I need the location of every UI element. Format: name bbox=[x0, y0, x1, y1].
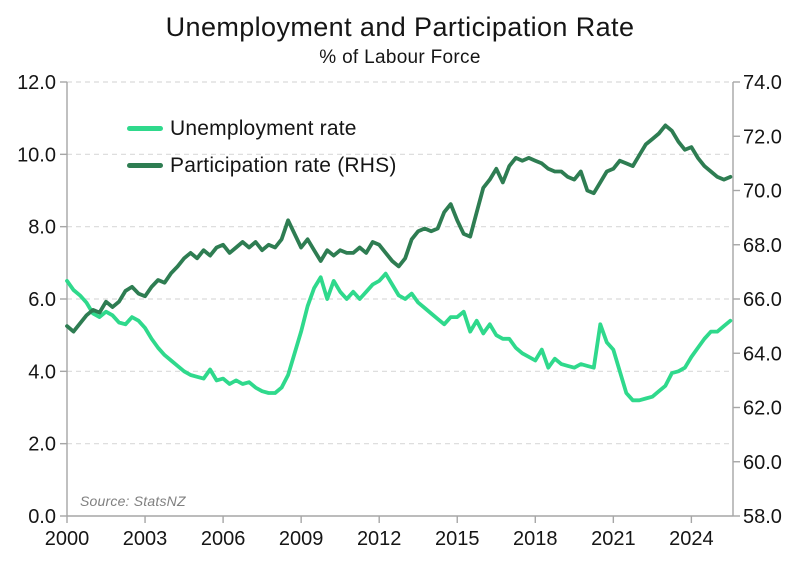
right-axis-label: 58.0 bbox=[743, 506, 782, 528]
left-axis-label: 6.0 bbox=[28, 289, 56, 311]
legend-label-participation: Participation rate (RHS) bbox=[170, 153, 397, 177]
x-axis-label: 2012 bbox=[357, 528, 402, 550]
x-axis-label: 2006 bbox=[201, 528, 246, 550]
source-note: Source: StatsNZ bbox=[80, 493, 186, 509]
x-axis-label: 2000 bbox=[45, 528, 90, 550]
legend-label-unemployment: Unemployment rate bbox=[170, 116, 357, 140]
right-axis-label: 64.0 bbox=[743, 343, 782, 365]
legend-swatch-unemployment-line bbox=[127, 126, 163, 131]
legend-item-unemployment: Unemployment rate bbox=[127, 115, 397, 142]
legend: Unemployment rate Participation rate (RH… bbox=[127, 115, 397, 179]
right-axis-label: 68.0 bbox=[743, 235, 782, 257]
left-axis-label: 10.0 bbox=[17, 144, 56, 166]
series-line-participation-rate-rhs bbox=[65, 123, 733, 334]
chart-title: Unemployment and Participation Rate bbox=[165, 12, 635, 42]
x-axis-label: 2015 bbox=[435, 528, 480, 550]
x-axis-label: 2003 bbox=[123, 528, 168, 550]
right-axis-label: 62.0 bbox=[743, 398, 782, 420]
x-axis-label: 2024 bbox=[669, 528, 714, 550]
right-axis-label: 66.0 bbox=[743, 289, 782, 311]
x-axis-label: 2009 bbox=[279, 528, 324, 550]
left-axis-label: 4.0 bbox=[28, 361, 56, 383]
x-axis-label: 2018 bbox=[513, 528, 558, 550]
chart-subtitle: % of Labour Force bbox=[319, 47, 481, 68]
left-axis-label: 2.0 bbox=[28, 434, 56, 456]
left-axis-label: 8.0 bbox=[28, 217, 56, 239]
legend-swatch-participation-line bbox=[127, 163, 163, 168]
right-axis-label: 60.0 bbox=[743, 452, 782, 474]
right-axis-label: 70.0 bbox=[743, 181, 782, 203]
right-axis-label: 74.0 bbox=[743, 72, 782, 94]
right-axis-label: 72.0 bbox=[743, 126, 782, 148]
x-axis-label: 2021 bbox=[591, 528, 636, 550]
legend-item-participation: Participation rate (RHS) bbox=[127, 152, 397, 179]
series-line-unemployment-rate bbox=[65, 271, 733, 403]
left-axis-label: 0.0 bbox=[28, 506, 56, 528]
left-axis-label: 12.0 bbox=[17, 72, 56, 94]
